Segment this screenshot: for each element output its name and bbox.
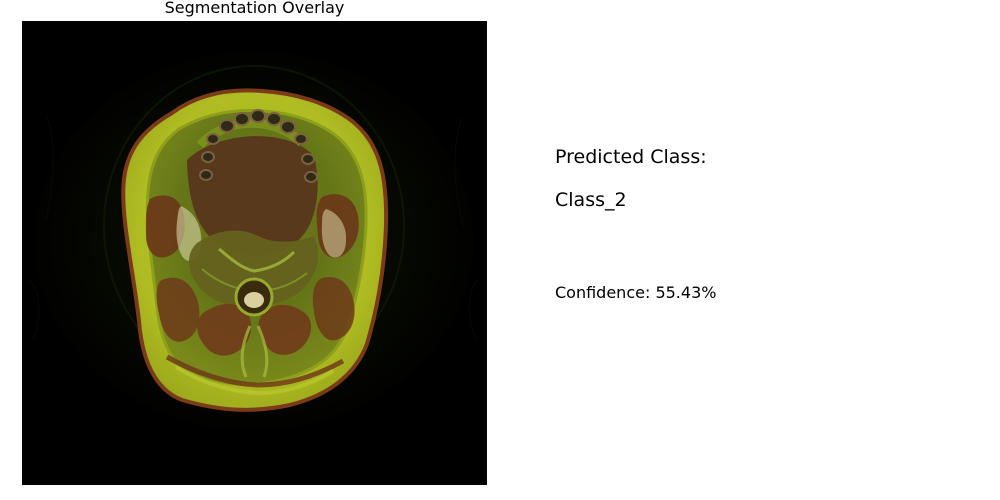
overlay-title: Segmentation Overlay [164, 0, 345, 17]
mri-scan [22, 21, 487, 485]
confidence-text: Confidence: 55.43% [555, 283, 717, 302]
predicted-class-value: Class_2 [555, 189, 627, 211]
predicted-class-label: Predicted Class: [555, 146, 707, 168]
segmentation-overlay-image [22, 21, 487, 485]
